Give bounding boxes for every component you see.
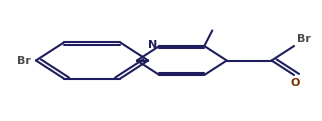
- Text: Br: Br: [297, 34, 310, 44]
- Text: Br: Br: [17, 56, 31, 65]
- Text: N: N: [147, 40, 157, 50]
- Text: O: O: [291, 78, 300, 88]
